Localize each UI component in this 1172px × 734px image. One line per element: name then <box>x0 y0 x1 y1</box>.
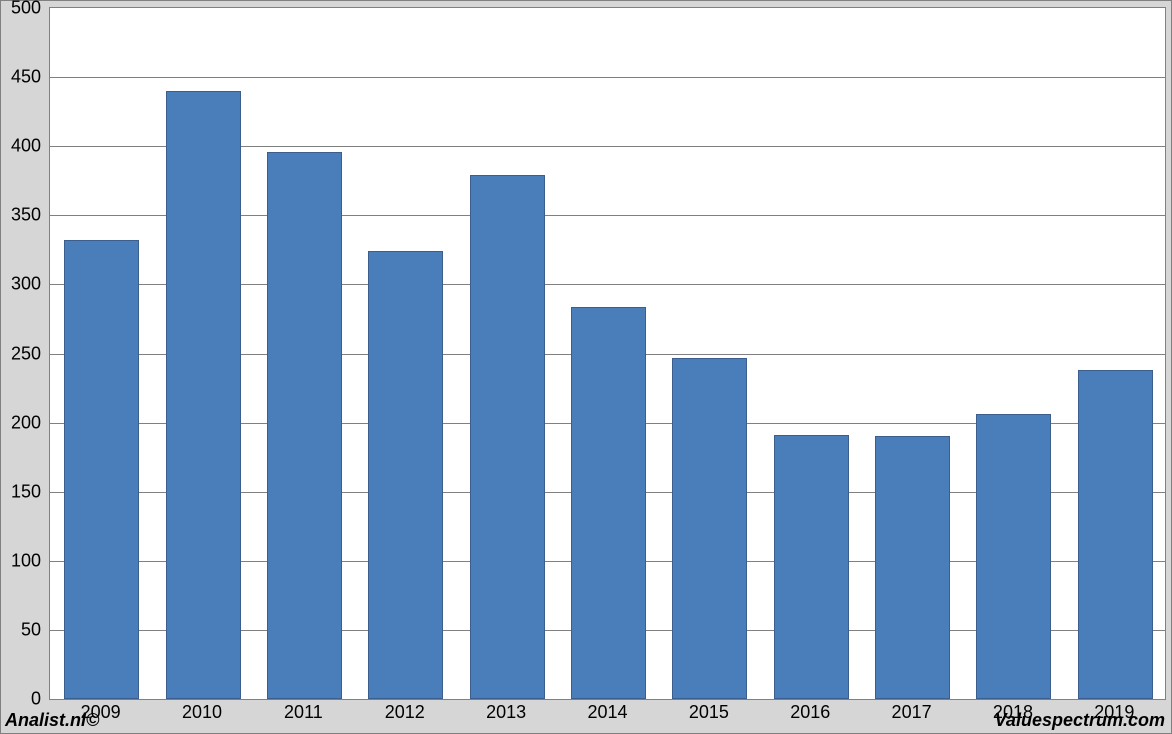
bar <box>166 91 241 699</box>
x-tick-label: 2012 <box>385 702 425 723</box>
footer-right: Valuespectrum.com <box>995 710 1165 731</box>
bar <box>470 175 545 699</box>
y-tick-label: 500 <box>11 0 41 19</box>
bar <box>368 251 443 699</box>
x-tick-label: 2013 <box>486 702 526 723</box>
y-tick-label: 450 <box>11 67 41 88</box>
y-tick-label: 50 <box>21 619 41 640</box>
bar <box>875 436 950 699</box>
bar <box>976 414 1051 699</box>
y-tick-label: 300 <box>11 274 41 295</box>
x-tick-label: 2015 <box>689 702 729 723</box>
y-tick-label: 0 <box>31 689 41 710</box>
y-tick-label: 250 <box>11 343 41 364</box>
y-tick-label: 350 <box>11 205 41 226</box>
bar <box>571 307 646 699</box>
chart-container: 050100150200250300350400450500 200920102… <box>0 0 1172 734</box>
x-tick-label: 2017 <box>892 702 932 723</box>
bar <box>774 435 849 699</box>
x-tick-label: 2016 <box>790 702 830 723</box>
y-tick-label: 400 <box>11 136 41 157</box>
y-tick-label: 100 <box>11 550 41 571</box>
bar <box>267 152 342 699</box>
gridline <box>50 77 1165 78</box>
y-tick-label: 200 <box>11 412 41 433</box>
y-tick-label: 150 <box>11 481 41 502</box>
footer-left: Analist.nl© <box>5 710 99 731</box>
plot-area <box>49 7 1166 700</box>
bar <box>64 240 139 699</box>
x-tick-label: 2011 <box>284 702 323 723</box>
x-tick-label: 2014 <box>587 702 627 723</box>
bar <box>672 358 747 699</box>
bar <box>1078 370 1153 699</box>
x-tick-label: 2010 <box>182 702 222 723</box>
